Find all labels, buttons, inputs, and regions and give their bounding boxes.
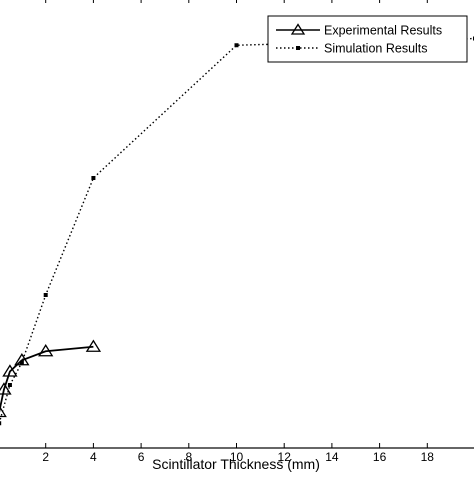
x-tick-label: 4 — [90, 450, 97, 464]
x-tick-label: 18 — [421, 450, 435, 464]
data-point — [14, 353, 30, 366]
data-point — [2, 364, 18, 377]
plot-area — [0, 447, 474, 449]
data-point — [19, 360, 24, 365]
legend-box — [267, 15, 468, 63]
data-point — [7, 383, 12, 387]
data-point — [85, 339, 102, 352]
legend-item-simulation: Simulation Results — [276, 42, 428, 56]
legend-label-experimental: Experimental Results — [324, 24, 442, 38]
data-point — [38, 344, 54, 357]
x-tick-label: 10 — [230, 450, 244, 464]
x-tick-label: 2 — [42, 450, 49, 464]
series-line — [0, 345, 94, 413]
legend-item-experimental: Experimental Results — [276, 23, 442, 38]
data-point — [43, 293, 48, 297]
data-point — [0, 382, 12, 395]
legend-marker-experimental — [290, 23, 306, 35]
x-axis-ticks: 2 4 6 8 10 12 14 16 18 — [42, 0, 434, 464]
data-point — [234, 43, 239, 48]
x-tick-label: 8 — [185, 450, 192, 464]
x-tick-label: 16 — [373, 450, 387, 464]
x-axis-label: Scintillator Thickness (mm) — [152, 456, 320, 472]
x-tick-label: 14 — [325, 450, 339, 464]
x-tick-label: 12 — [278, 450, 292, 464]
series-layer — [0, 36, 474, 426]
data-point — [0, 421, 2, 426]
data-point — [91, 176, 96, 180]
legend: Experimental Results Simulation Results — [267, 15, 468, 63]
x-tick-label: 6 — [138, 450, 145, 464]
series-experimental — [0, 339, 102, 418]
legend-label-simulation: Simulation Results — [324, 42, 428, 56]
legend-marker-simulation — [296, 46, 300, 50]
